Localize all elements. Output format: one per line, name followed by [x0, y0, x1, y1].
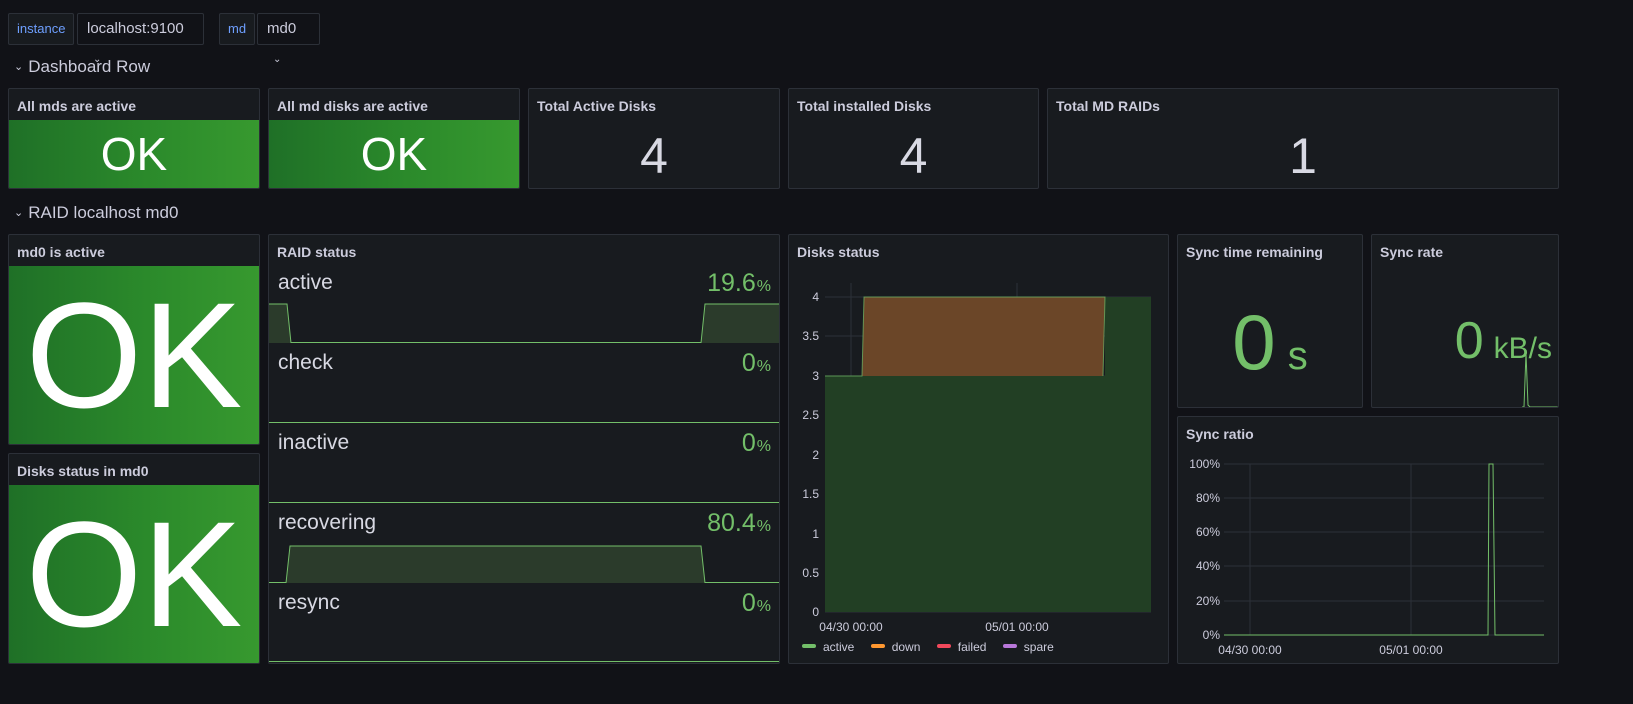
row-dashboard-row[interactable]: ⌄ Dashboard Row: [14, 57, 150, 77]
panel-raid-status[interactable]: RAID status active 19.6% check 0% inacti…: [268, 234, 780, 664]
disks-status-chart: 4 3.5 3 2.5 2 1.5 1 0.5 0 04/30 00:00 05…: [802, 283, 1151, 634]
series-active-area: [825, 376, 1151, 612]
y-tick-label: 2.5: [802, 408, 819, 422]
raid-status-name: recovering: [278, 511, 377, 534]
raid-status-row-active: active 19.6%: [269, 263, 779, 343]
legend-item-active[interactable]: active: [802, 640, 854, 654]
chevron-down-icon: ⌄: [14, 207, 24, 219]
panel-total-md-raids[interactable]: Total MD RAIDs 1: [1047, 88, 1559, 189]
y-tick-label: 80%: [1196, 491, 1220, 505]
stat-value: OK: [9, 266, 259, 444]
panel-total-active-disks[interactable]: Total Active Disks 4: [528, 88, 780, 189]
raid-status-value: 0%: [741, 429, 771, 457]
y-tick-label: 1.5: [802, 487, 819, 501]
panel-total-installed-disks[interactable]: Total installed Disks 4: [788, 88, 1039, 189]
panel-md0-is-active[interactable]: md0 is active OK: [8, 234, 260, 445]
stat-value: 4: [899, 128, 928, 184]
sparkline-active: [269, 303, 779, 343]
raid-status-row-recovering: recovering 80.4%: [269, 503, 779, 583]
series-active-tail: [1105, 297, 1151, 376]
variable-md-value: md0: [267, 20, 297, 37]
raid-status-name: check: [278, 351, 333, 374]
legend-item-down[interactable]: down: [870, 640, 920, 654]
sync-rate-sparkline: [1522, 352, 1558, 407]
variable-instance-label: instance: [8, 13, 75, 45]
sparkline-recovering: [269, 545, 779, 583]
raid-status-name: active: [278, 271, 333, 294]
panel-disks-status-in-md0[interactable]: Disks status in md0 OK: [8, 453, 260, 664]
legend-item-spare[interactable]: spare: [1002, 640, 1054, 654]
row-title: RAID localhost md0: [28, 203, 179, 222]
y-tick-label: 0: [812, 605, 819, 619]
y-tick-label: 0%: [1203, 628, 1221, 642]
panel-title: Disks status: [797, 244, 880, 260]
raid-status-name: resync: [278, 591, 340, 614]
chart-legend: active down failed spare: [802, 640, 1067, 654]
variable-instance-select[interactable]: localhost:9100 ⌄: [77, 13, 204, 65]
y-axis-labels: 4 3.5 3 2.5 2 1.5 1 0.5 0: [802, 290, 819, 619]
grid: [1224, 463, 1544, 636]
stat-value: 1: [1289, 128, 1317, 184]
row-raid-localhost-md0[interactable]: ⌄ RAID localhost md0: [14, 203, 178, 223]
panel-title: All mds are active: [17, 98, 137, 114]
panel-title: All md disks are active: [277, 98, 428, 114]
panel-title: Total MD RAIDs: [1056, 98, 1160, 114]
variable-md-label: md: [219, 13, 256, 45]
x-tick-label: 05/01 00:00: [985, 620, 1049, 634]
variable-instance-value: localhost:9100: [87, 20, 184, 37]
panel-all-mds-active[interactable]: All mds are active OK: [8, 88, 260, 189]
panel-all-md-disks-active[interactable]: All md disks are active OK: [268, 88, 520, 189]
panel-title: Disks status in md0: [17, 463, 149, 479]
y-tick-label: 0.5: [802, 566, 819, 580]
panel-disks-status[interactable]: Disks status 4 3.5 3 2.5 2 1.5 1 0.5: [788, 234, 1169, 664]
stat-value: OK: [269, 120, 519, 188]
raid-status-value: 19.6%: [707, 269, 771, 297]
stat-value: OK: [9, 485, 259, 663]
x-tick-label: 04/30 00:00: [819, 620, 883, 634]
chevron-down-icon: ⌄: [14, 61, 24, 73]
y-tick-label: 4: [812, 290, 819, 304]
raid-status-value: 0%: [741, 349, 771, 377]
raid-status-list: active 19.6% check 0% inactive 0% recove…: [269, 263, 779, 663]
chevron-down-icon: ⌄: [273, 54, 282, 65]
panel-title: md0 is active: [17, 244, 105, 260]
stat-value: 0 kB/s: [1454, 312, 1552, 370]
series-down-area: [862, 297, 1105, 376]
stat-value: OK: [9, 120, 259, 188]
series-sync-ratio-line: [1224, 463, 1544, 636]
sync-ratio-chart: 100% 80% 60% 40% 20% 0% 04/30 00:00 05/0…: [1189, 457, 1544, 657]
raid-status-row-resync: resync 0%: [269, 583, 779, 662]
legend-item-failed[interactable]: failed: [936, 640, 986, 654]
y-tick-label: 100%: [1189, 457, 1220, 471]
raid-status-row-inactive: inactive 0%: [269, 423, 779, 503]
y-tick-label: 3: [812, 369, 819, 383]
y-tick-label: 1: [812, 527, 819, 541]
raid-status-value: 80.4%: [707, 509, 771, 537]
panel-title: Sync ratio: [1186, 426, 1254, 442]
panel-title: Total installed Disks: [797, 98, 932, 114]
series-active-line: [825, 296, 1106, 377]
y-tick-label: 40%: [1196, 559, 1220, 573]
row-title: Dashboard Row: [28, 57, 151, 76]
panel-title: Sync time remaining: [1186, 244, 1323, 260]
raid-status-row-check: check 0%: [269, 343, 779, 423]
stat-value: 4: [640, 128, 668, 184]
x-tick-label: 05/01 00:00: [1379, 643, 1443, 657]
panel-title: RAID status: [277, 244, 357, 260]
raid-status-value: 0%: [741, 589, 771, 617]
y-tick-label: 2: [812, 448, 819, 462]
y-tick-label: 3.5: [802, 329, 819, 343]
panel-sync-ratio[interactable]: Sync ratio 100% 80% 60% 40% 20% 0% 04/30…: [1177, 416, 1559, 664]
panel-title: Total Active Disks: [537, 98, 657, 114]
chevron-down-icon: ⌄: [93, 54, 102, 65]
panel-title: Sync rate: [1380, 244, 1444, 260]
y-tick-label: 60%: [1196, 525, 1220, 539]
y-tick-label: 20%: [1196, 594, 1220, 608]
variable-md-select[interactable]: md0 ⌄: [257, 13, 320, 65]
x-tick-label: 04/30 00:00: [1218, 643, 1282, 657]
panel-sync-rate[interactable]: Sync rate 0 kB/s: [1371, 234, 1559, 408]
raid-status-name: inactive: [278, 431, 350, 454]
